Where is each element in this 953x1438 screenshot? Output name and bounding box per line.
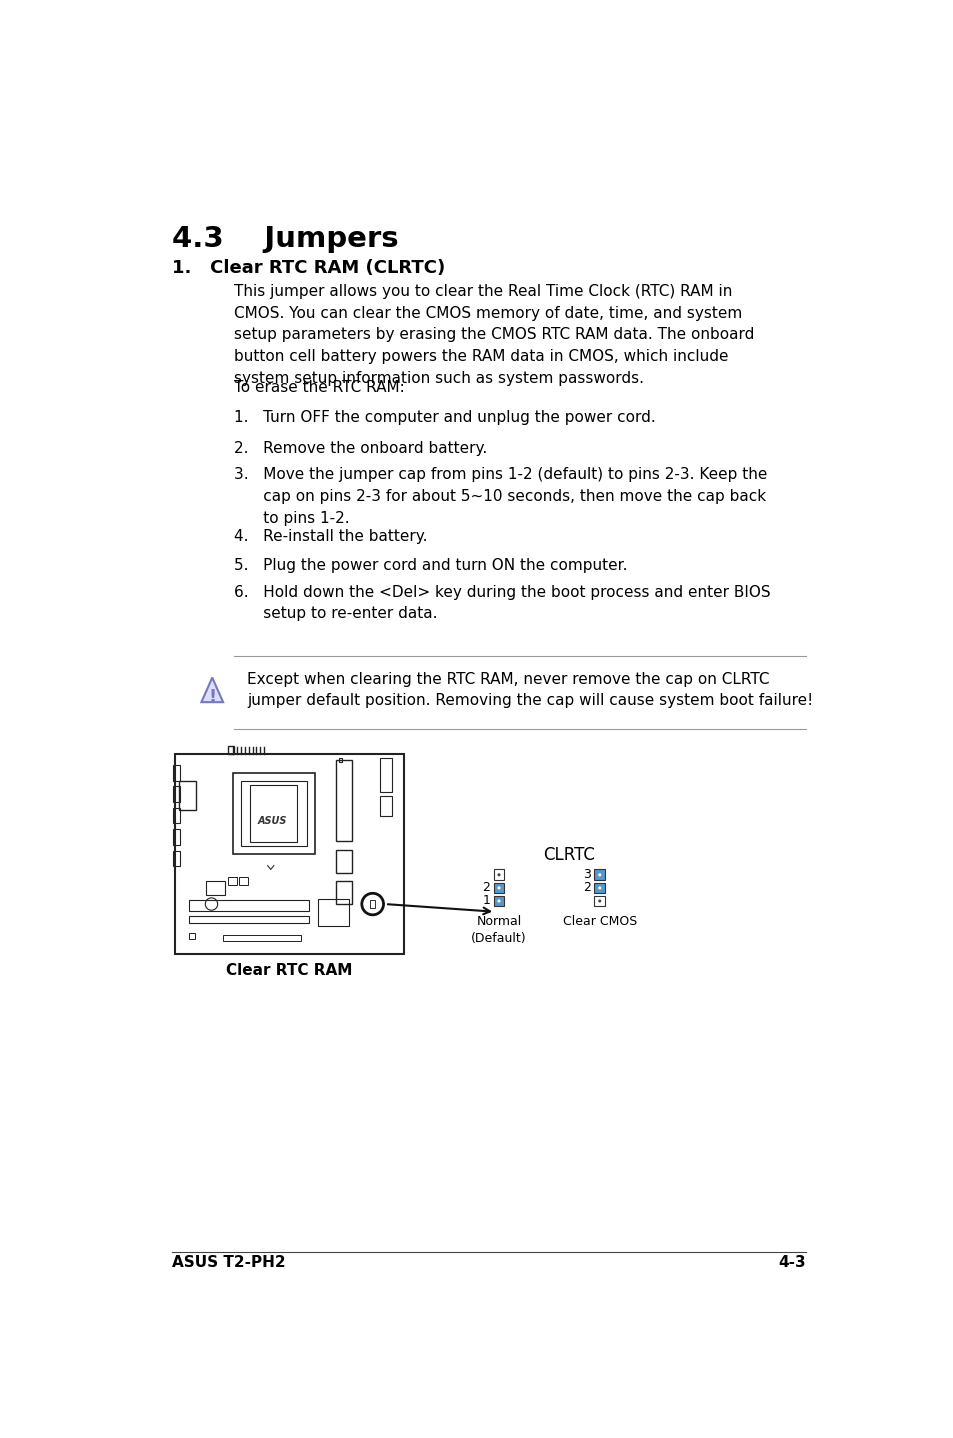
Text: Clear CMOS: Clear CMOS: [562, 915, 637, 928]
Bar: [370, 900, 375, 907]
Bar: [335, 881, 352, 905]
Text: 6.   Hold down the <Del> key during the boot process and enter BIOS
      setup : 6. Hold down the <Del> key during the bo…: [233, 584, 770, 621]
Text: 3.   Move the jumper cap from pins 1-2 (default) to pins 2-3. Keep the
      cap: 3. Move the jumper cap from pins 1-2 (de…: [233, 467, 766, 526]
Bar: [173, 851, 179, 866]
Text: CLRTC: CLRTC: [542, 847, 594, 864]
Bar: [173, 787, 179, 801]
Text: To erase the RTC RAM:: To erase the RTC RAM:: [233, 381, 404, 395]
Bar: [493, 896, 504, 906]
Text: 5.   Plug the power cord and turn ON the computer.: 5. Plug the power cord and turn ON the c…: [233, 558, 627, 572]
Text: Except when clearing the RTC RAM, never remove the cap on CLRTC
jumper default p: Except when clearing the RTC RAM, never …: [247, 672, 812, 707]
Text: 2.   Remove the onboard battery.: 2. Remove the onboard battery.: [233, 440, 487, 456]
Circle shape: [497, 886, 500, 890]
Polygon shape: [201, 677, 223, 702]
Text: 4.   Re-install the battery.: 4. Re-install the battery.: [233, 529, 427, 544]
Bar: [250, 785, 297, 843]
Text: 4.3    Jumpers: 4.3 Jumpers: [172, 224, 398, 253]
Text: ASUS: ASUS: [257, 817, 287, 827]
Bar: [594, 870, 604, 880]
Circle shape: [598, 899, 600, 903]
Bar: [189, 900, 309, 912]
Bar: [335, 761, 352, 841]
Text: Clear RTC RAM: Clear RTC RAM: [226, 963, 353, 978]
Bar: [173, 830, 179, 844]
Circle shape: [598, 886, 600, 890]
Text: 2: 2: [482, 881, 490, 894]
Bar: [189, 916, 309, 923]
Bar: [238, 877, 248, 884]
Bar: [228, 746, 233, 754]
Bar: [173, 808, 179, 823]
Bar: [174, 754, 403, 953]
Bar: [228, 877, 236, 884]
Bar: [380, 758, 392, 792]
Text: 4-3: 4-3: [778, 1254, 805, 1270]
Bar: [493, 870, 504, 880]
Bar: [594, 896, 604, 906]
Text: 1.   Turn OFF the computer and unplug the power cord.: 1. Turn OFF the computer and unplug the …: [233, 410, 655, 424]
Bar: [233, 774, 314, 854]
Circle shape: [497, 899, 500, 903]
Text: 2: 2: [582, 881, 591, 894]
Bar: [380, 797, 392, 815]
Circle shape: [497, 873, 500, 876]
Text: This jumper allows you to clear the Real Time Clock (RTC) RAM in
CMOS. You can c: This jumper allows you to clear the Real…: [233, 285, 754, 385]
Bar: [206, 881, 225, 894]
Bar: [493, 883, 504, 893]
Text: 1: 1: [482, 894, 490, 907]
Bar: [338, 758, 341, 762]
Bar: [173, 765, 179, 781]
Text: ASUS T2-PH2: ASUS T2-PH2: [172, 1254, 285, 1270]
Bar: [594, 883, 604, 893]
Bar: [223, 935, 300, 940]
Text: Normal
(Default): Normal (Default): [471, 915, 526, 945]
Bar: [189, 933, 195, 939]
Bar: [335, 850, 352, 873]
Text: !: !: [208, 687, 216, 706]
Text: 1.   Clear RTC RAM (CLRTC): 1. Clear RTC RAM (CLRTC): [172, 259, 445, 276]
Bar: [318, 899, 349, 926]
Bar: [241, 781, 307, 847]
Circle shape: [598, 873, 600, 876]
Bar: [179, 781, 195, 810]
Text: 3: 3: [582, 869, 591, 881]
